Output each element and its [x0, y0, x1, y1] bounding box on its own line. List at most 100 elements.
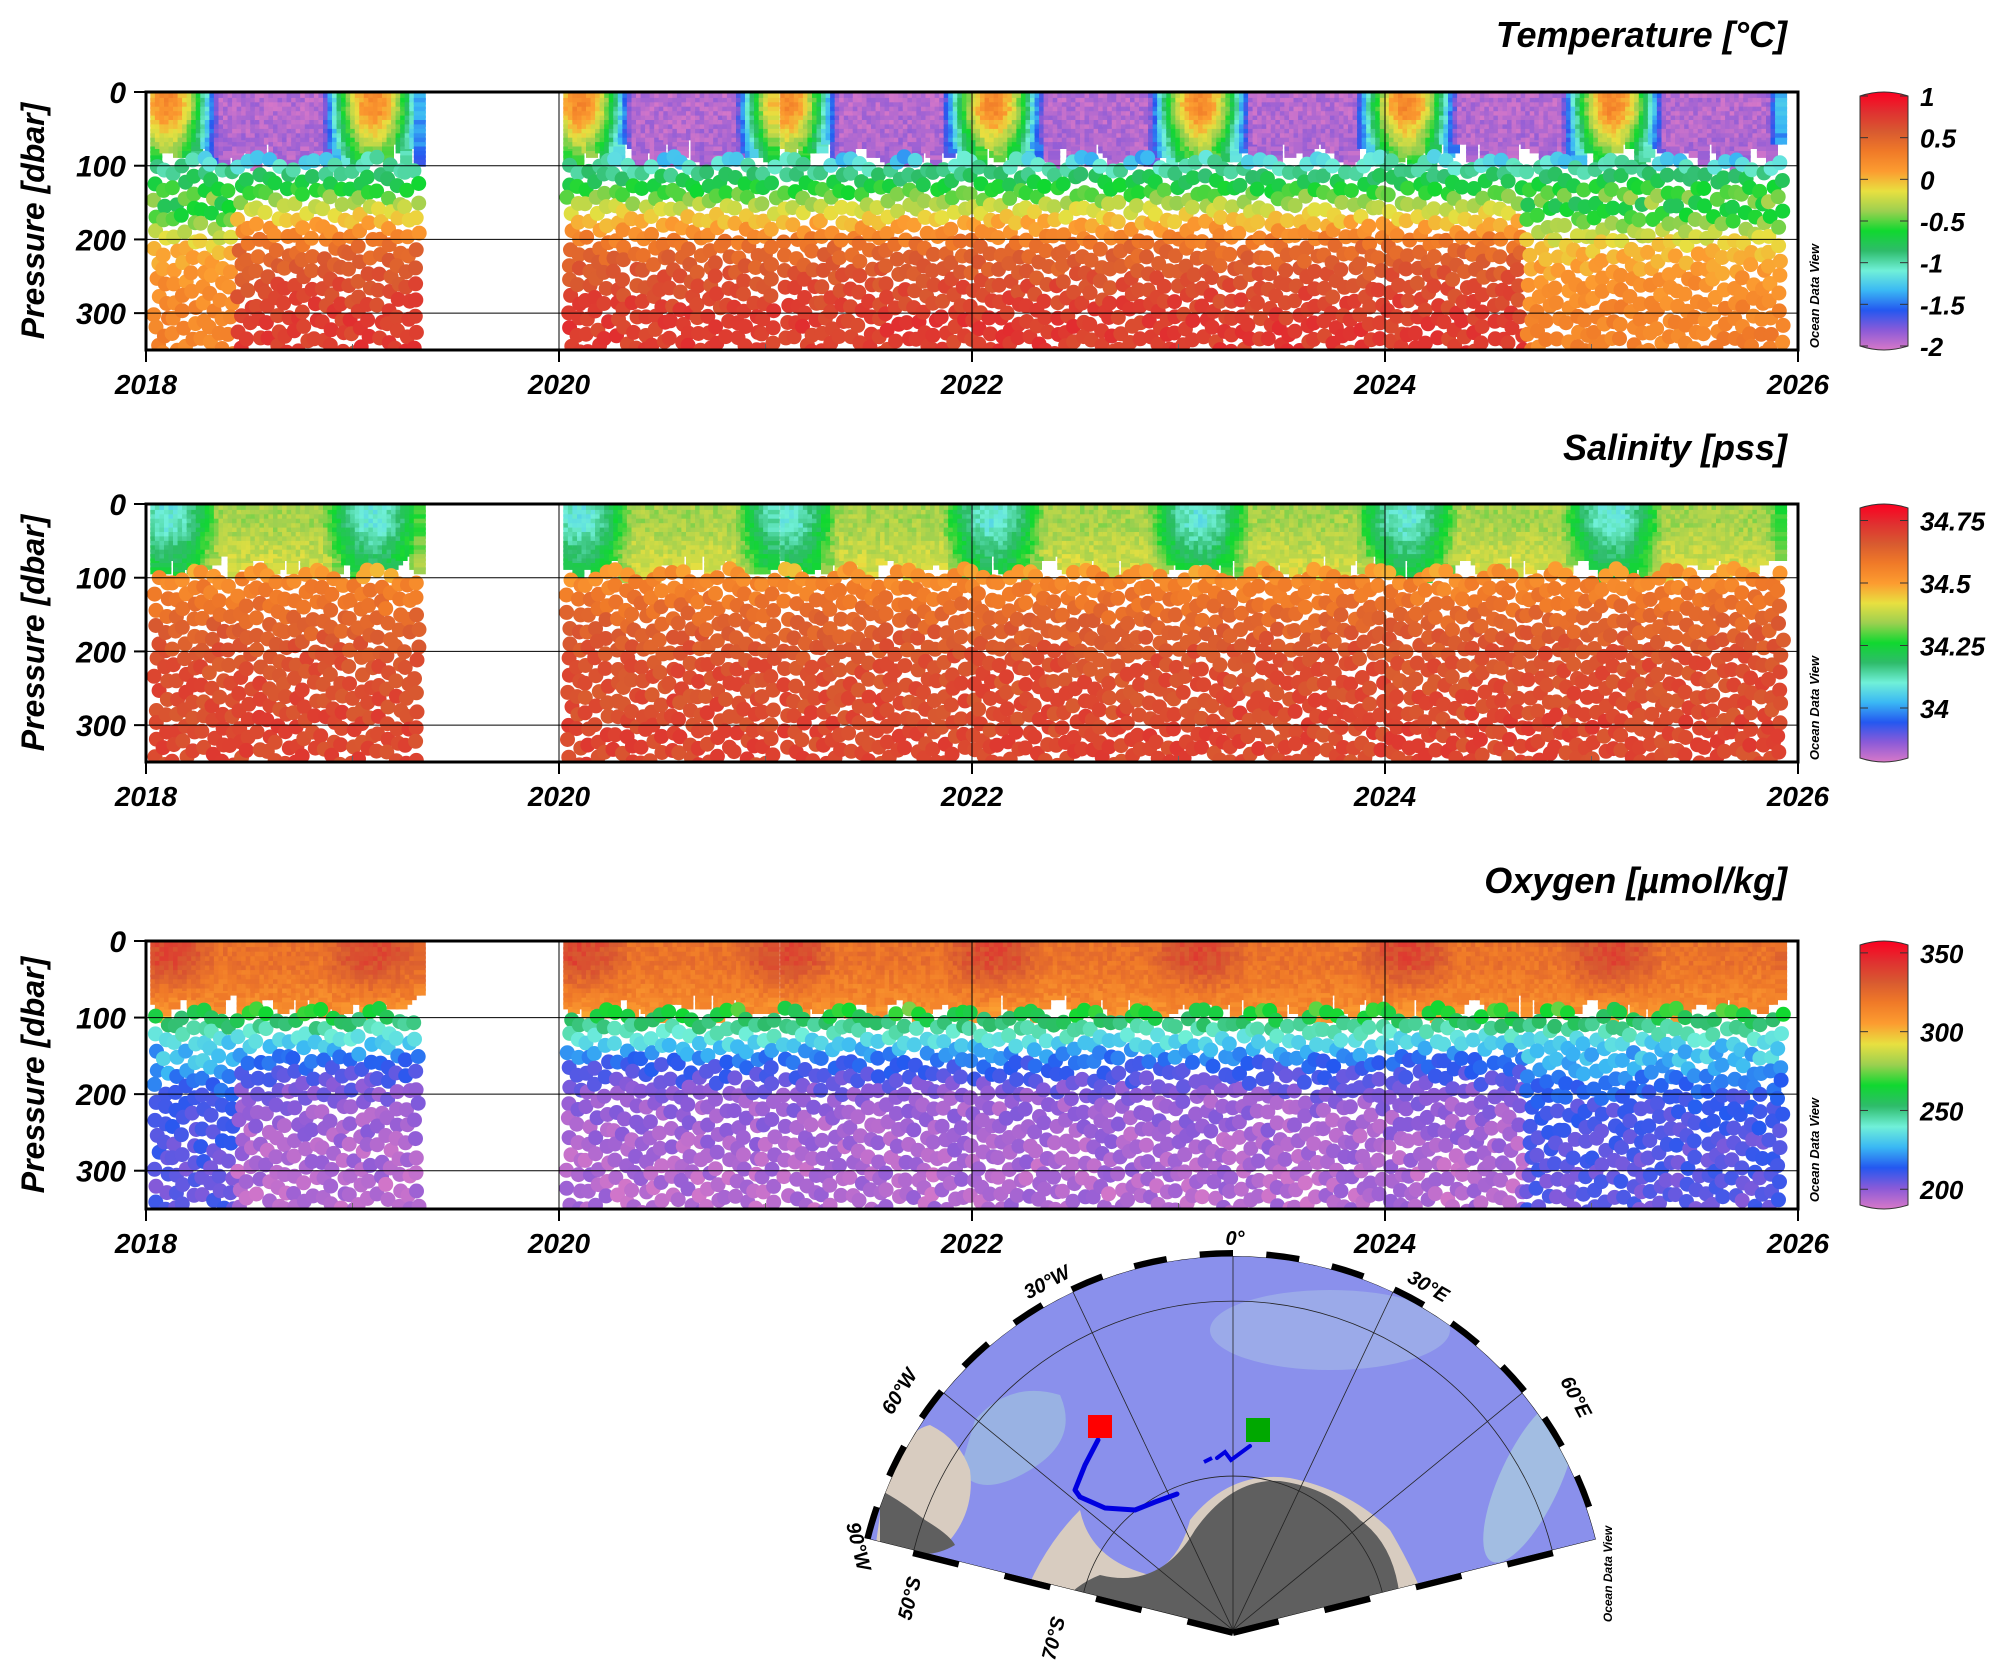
- data-point: [727, 215, 743, 231]
- data-point: [764, 175, 779, 191]
- profile-streak: [1348, 142, 1360, 149]
- profile-streak: [413, 97, 426, 105]
- profile-streak: [767, 137, 780, 145]
- data-point: [672, 268, 688, 284]
- data-point: [173, 207, 189, 223]
- data-point: [359, 169, 375, 185]
- profile-streak: [1507, 151, 1519, 158]
- data-point: [680, 337, 696, 350]
- data-point: [737, 338, 753, 350]
- profile-streak: [236, 146, 249, 154]
- profile-streak: [1479, 146, 1492, 154]
- data-point: [615, 222, 631, 238]
- profile-streak: [341, 159, 354, 167]
- profile-streak: [934, 146, 947, 154]
- profile-streak: [323, 146, 335, 154]
- profile-streak: [1416, 146, 1429, 154]
- data-point: [306, 153, 322, 169]
- data-point: [598, 281, 614, 296]
- profile-streak: [1034, 151, 1047, 158]
- profile-streak: [572, 146, 585, 154]
- profile-streak: [975, 142, 988, 149]
- profile-streak: [572, 155, 585, 163]
- profile-streak: [1293, 137, 1306, 145]
- profile-streak: [676, 137, 689, 145]
- data-point: [672, 284, 688, 300]
- profile-streak: [767, 93, 780, 101]
- profile-streak: [1366, 142, 1379, 149]
- data-point: [596, 331, 612, 346]
- profile-streak: [1429, 142, 1442, 149]
- data-point: [661, 249, 677, 265]
- profile-streak: [1529, 142, 1542, 149]
- profile-streak: [563, 146, 576, 154]
- profile-streak: [150, 146, 163, 154]
- data-point: [177, 224, 193, 240]
- profile-streak: [1602, 146, 1615, 154]
- profile-streak: [1048, 146, 1061, 154]
- profile-streak: [1229, 155, 1242, 163]
- profile-streak: [866, 151, 879, 158]
- profile-streak: [1257, 146, 1270, 154]
- data-point: [233, 195, 249, 211]
- data-point: [294, 186, 310, 202]
- data-point: [407, 308, 423, 324]
- profile-streak: [613, 146, 626, 154]
- profile-streak: [1293, 146, 1306, 154]
- data-point: [239, 252, 255, 268]
- data-point: [626, 324, 642, 340]
- data-point: [615, 272, 630, 288]
- data-point: [238, 331, 254, 347]
- data-point: [579, 229, 595, 245]
- profile-streak: [1756, 151, 1769, 158]
- profile-streak: [1729, 164, 1742, 172]
- profile-streak: [413, 106, 426, 114]
- profile-streak: [1220, 155, 1233, 163]
- profile-streak: [1425, 164, 1438, 172]
- data-point: [155, 261, 171, 277]
- profile-streak: [286, 151, 299, 158]
- profile-streak: [254, 146, 267, 154]
- data-marks: [146, 93, 1791, 350]
- profile-streak: [300, 142, 313, 149]
- profile-streak: [400, 159, 413, 167]
- data-point: [257, 205, 273, 220]
- profile-streak: [572, 159, 585, 167]
- profile-streak: [767, 102, 780, 110]
- profile-streak: [884, 155, 897, 163]
- profile-streak: [413, 146, 426, 154]
- profile-streak: [636, 159, 648, 167]
- profile-streak: [1611, 146, 1624, 154]
- data-point: [240, 282, 256, 298]
- profile-streak: [1116, 155, 1129, 163]
- data-point: [570, 214, 586, 230]
- profile-streak: [713, 151, 726, 158]
- profile-streak: [332, 151, 344, 158]
- profile-streak: [1229, 151, 1242, 158]
- data-point: [707, 268, 723, 284]
- data-point: [615, 187, 630, 203]
- profile-streak: [1248, 142, 1261, 149]
- profile-streak: [1529, 137, 1542, 145]
- data-point: [211, 245, 227, 261]
- data-point: [164, 326, 180, 341]
- profile-streak: [1379, 146, 1392, 154]
- data-point: [661, 330, 677, 346]
- profile-streak: [654, 142, 667, 149]
- data-point: [146, 307, 162, 323]
- profile-streak: [232, 155, 245, 163]
- profile-streak: [1697, 146, 1710, 154]
- data-point: [155, 247, 171, 263]
- data-point: [397, 199, 413, 215]
- profile-streak: [1775, 115, 1788, 123]
- profile-streak: [767, 120, 780, 127]
- data-point: [203, 205, 219, 221]
- profile-streak: [843, 142, 856, 149]
- data-point: [411, 176, 427, 191]
- profile-streak: [1270, 146, 1283, 154]
- profile-streak: [1348, 151, 1360, 158]
- data-point: [341, 261, 356, 277]
- profile-streak: [1738, 142, 1751, 149]
- profile-streak: [286, 146, 299, 154]
